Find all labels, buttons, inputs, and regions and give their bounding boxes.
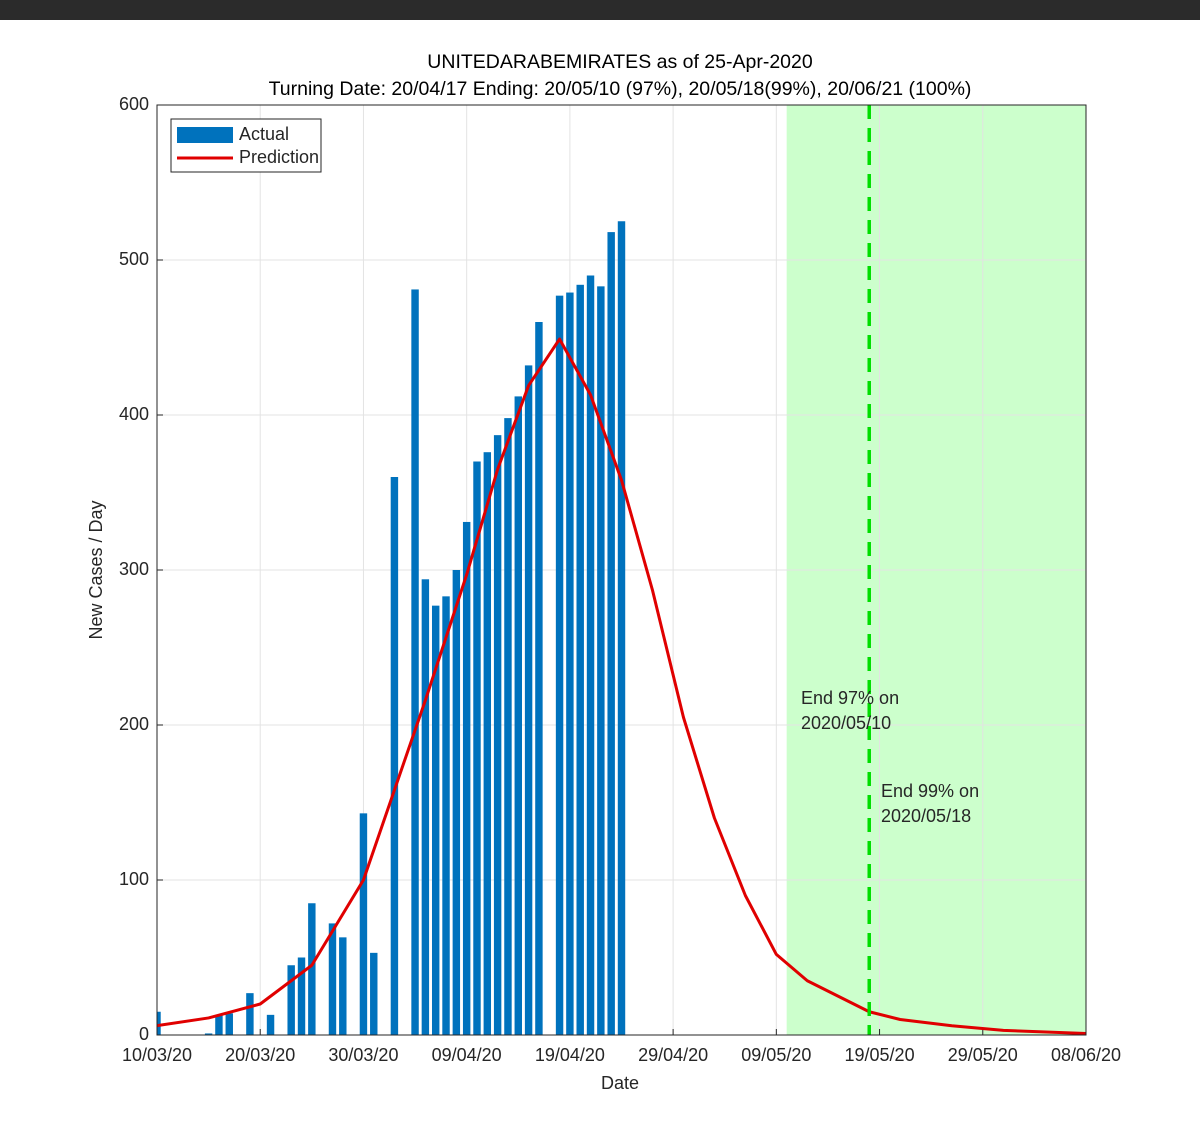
x-tick-label: 20/03/20 — [225, 1045, 295, 1065]
bar — [339, 937, 347, 1035]
top-strip — [0, 0, 1200, 20]
bar — [308, 903, 316, 1035]
bar — [473, 461, 481, 1035]
bar — [297, 957, 306, 1035]
bar — [514, 396, 522, 1035]
axes-box — [156, 104, 1087, 1036]
y-tick-label: 300 — [119, 559, 149, 579]
bar — [215, 1014, 223, 1035]
bar — [576, 284, 584, 1035]
annotation: 2020/05/10 — [801, 713, 891, 733]
bar — [617, 221, 626, 1035]
annotation: End 97% on — [801, 688, 899, 708]
x-tick-label: 09/04/20 — [432, 1045, 502, 1065]
bar — [225, 1013, 233, 1035]
bar — [462, 521, 471, 1035]
legend-label: Prediction — [239, 147, 319, 167]
x-axis-label: Date — [601, 1073, 639, 1093]
bar — [452, 570, 461, 1035]
annotation: 2020/05/18 — [881, 806, 971, 826]
bar — [411, 289, 419, 1035]
annotation: End 99% on — [881, 781, 979, 801]
bar — [421, 579, 430, 1035]
x-tick-label: 08/06/20 — [1051, 1045, 1121, 1065]
y-tick-label: 200 — [119, 714, 149, 734]
bar — [442, 596, 450, 1035]
x-tick-label: 29/05/20 — [948, 1045, 1018, 1065]
bar — [524, 365, 533, 1035]
y-tick-label: 600 — [119, 94, 149, 114]
legend-swatch — [177, 127, 233, 143]
bar — [586, 275, 595, 1035]
y-tick-label: 500 — [119, 249, 149, 269]
y-tick-label: 400 — [119, 404, 149, 424]
bar — [359, 813, 368, 1035]
bar — [566, 292, 574, 1035]
y-tick-label: 100 — [119, 869, 149, 889]
bar — [504, 418, 512, 1035]
bar — [266, 1014, 275, 1035]
bar — [535, 322, 543, 1035]
x-tick-label: 19/04/20 — [535, 1045, 605, 1065]
bar — [246, 993, 254, 1035]
x-tick-label: 30/03/20 — [328, 1045, 398, 1065]
legend-label: Actual — [239, 124, 289, 144]
y-axis-label: New Cases / Day — [86, 500, 106, 639]
bar — [204, 1033, 213, 1035]
x-tick-label: 10/03/20 — [122, 1045, 192, 1065]
bar — [328, 923, 337, 1035]
x-tick-label: 09/05/20 — [741, 1045, 811, 1065]
chart-title: UNITEDARABEMIRATES as of 25-Apr-2020 — [427, 51, 813, 73]
bar — [370, 952, 378, 1035]
y-tick-label: 0 — [139, 1024, 149, 1044]
bar — [431, 605, 440, 1035]
bar — [597, 286, 605, 1035]
bar — [157, 1011, 161, 1035]
bar — [607, 232, 615, 1035]
chart-subtitle: Turning Date: 20/04/17 Ending: 20/05/10 … — [269, 78, 972, 100]
x-tick-label: 19/05/20 — [845, 1045, 915, 1065]
bar — [555, 295, 564, 1035]
legend: Actual Prediction — [170, 118, 322, 173]
bar — [493, 435, 502, 1035]
bar — [390, 477, 399, 1035]
bar — [483, 452, 492, 1035]
x-tick-label: 29/04/20 — [638, 1045, 708, 1065]
plot-area — [157, 221, 1086, 1035]
bar — [287, 965, 295, 1035]
